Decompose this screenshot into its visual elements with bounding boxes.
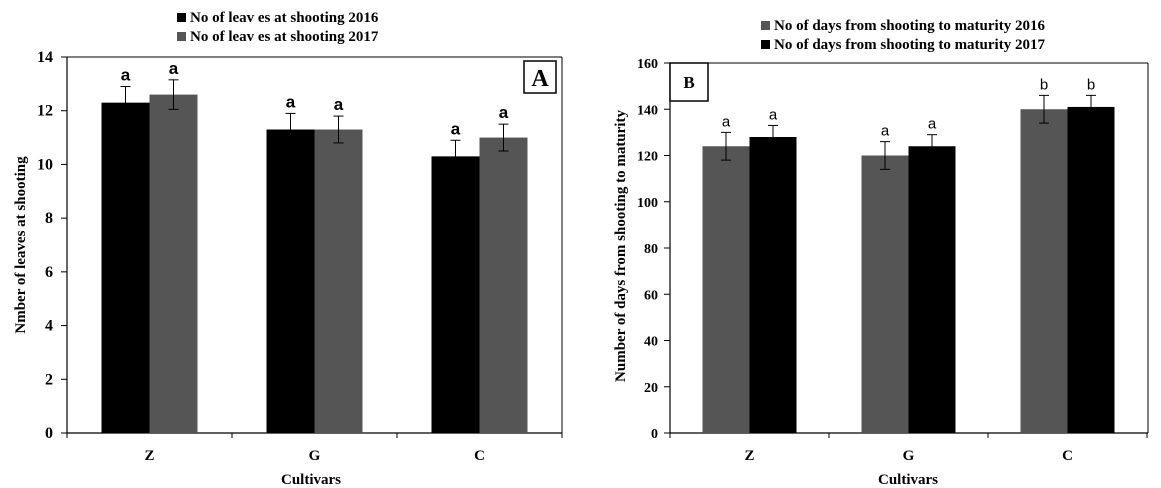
panel-a-x-tick-label: Z xyxy=(144,448,154,464)
panel-b-x-axis-title: Cultivars xyxy=(878,472,938,488)
panel-a-bar xyxy=(266,129,315,433)
panel-a-y-tick-label: 2 xyxy=(45,371,53,388)
panel-a-legend-swatch-2017 xyxy=(177,32,186,41)
panel-b-significance-label: a xyxy=(722,113,731,130)
panel-b-significance-label: a xyxy=(769,106,778,123)
panel-b-y-tick-label: 120 xyxy=(637,150,658,165)
panel-a-significance-label: a xyxy=(286,92,296,111)
panel-b-y-tick-label: 0 xyxy=(651,427,658,442)
panel-b-bar xyxy=(749,137,797,433)
panel-b-label: B xyxy=(683,73,694,92)
panel-a-y-tick-label: 0 xyxy=(45,425,53,442)
panel-a-legend-swatch-2016 xyxy=(177,13,186,22)
panel-b-y-tick-label: 140 xyxy=(637,103,658,118)
panel-b-y-tick-label: 60 xyxy=(644,288,658,303)
panel-b-bar xyxy=(702,146,750,433)
panel-b-x-tick-label: Z xyxy=(744,448,754,464)
panel-a-y-tick-label: 4 xyxy=(45,318,53,335)
panel-a-significance-label: a xyxy=(499,103,509,122)
panel-b-legend-swatch-2016 xyxy=(761,21,770,30)
panel-b-x-tick-label: G xyxy=(903,448,915,464)
panel-a-bar xyxy=(149,94,198,433)
panel-a-significance-label: a xyxy=(451,119,461,138)
panel-a-significance-label: a xyxy=(334,95,344,114)
panel-b-bar xyxy=(1067,106,1115,433)
panel-b-legend-swatch-2017 xyxy=(761,40,770,49)
panel-b-y-tick-label: 80 xyxy=(644,242,658,257)
panel-a-bar xyxy=(479,137,528,434)
panel-b-x-tick-label: C xyxy=(1062,448,1073,464)
panel-b-significance-label: b xyxy=(1087,76,1095,93)
panel-b-bar xyxy=(1020,109,1068,433)
panel-a-y-tick-label: 6 xyxy=(45,264,53,281)
panel-b-bar xyxy=(908,146,956,433)
panel-a-bar xyxy=(431,156,480,433)
panel-a-y-tick-label: 12 xyxy=(37,103,53,120)
panel-a-bar xyxy=(314,129,363,433)
panel-a-legend-label-2016: No of leav es at shooting 2016 xyxy=(190,10,379,26)
panel-a-label-box xyxy=(523,60,557,94)
panel-b-legend-label-2017: No of days from shooting to maturity 201… xyxy=(774,37,1045,53)
panel-a-significance-label: a xyxy=(169,59,179,78)
panel-a-x-axis-title: Cultivars xyxy=(281,472,341,488)
panel-b-legend-label-2016: No of days from shooting to maturity 201… xyxy=(774,18,1045,34)
chart-panel-b: No of days from shooting to maturity 201… xyxy=(613,18,1149,488)
panel-b-y-axis-title: Number of days from shooting to maturity xyxy=(613,110,629,382)
panel-b-significance-label: a xyxy=(881,123,890,140)
panel-b-bar xyxy=(861,155,909,433)
panel-a-legend-label-2017: No of leav es at shooting 2017 xyxy=(190,29,379,45)
panel-b-y-tick-label: 40 xyxy=(644,335,658,350)
panel-a-x-tick-label: G xyxy=(309,448,321,464)
panel-b-significance-label: a xyxy=(928,116,937,133)
panel-a-bar xyxy=(101,102,150,434)
panel-a-y-tick-label: 14 xyxy=(37,49,53,66)
panel-b-label-box xyxy=(669,62,709,102)
panel-a-x-tick-label: C xyxy=(474,448,485,464)
panel-a-significance-label: a xyxy=(121,66,131,85)
panel-b-y-tick-label: 20 xyxy=(644,381,658,396)
panel-a-label: A xyxy=(531,66,549,92)
panel-a-y-tick-label: 8 xyxy=(45,210,53,227)
panel-a-y-tick-label: 10 xyxy=(37,156,53,173)
panel-b-y-tick-label: 160 xyxy=(637,57,658,72)
panel-b-y-tick-label: 100 xyxy=(637,196,658,211)
panel-a-y-axis-title: Nmber of leaves at shooting xyxy=(13,156,29,334)
panel-b-significance-label: b xyxy=(1040,76,1048,93)
chart-panel-a: No of leav es at shooting 2016 No of lea… xyxy=(13,10,563,488)
